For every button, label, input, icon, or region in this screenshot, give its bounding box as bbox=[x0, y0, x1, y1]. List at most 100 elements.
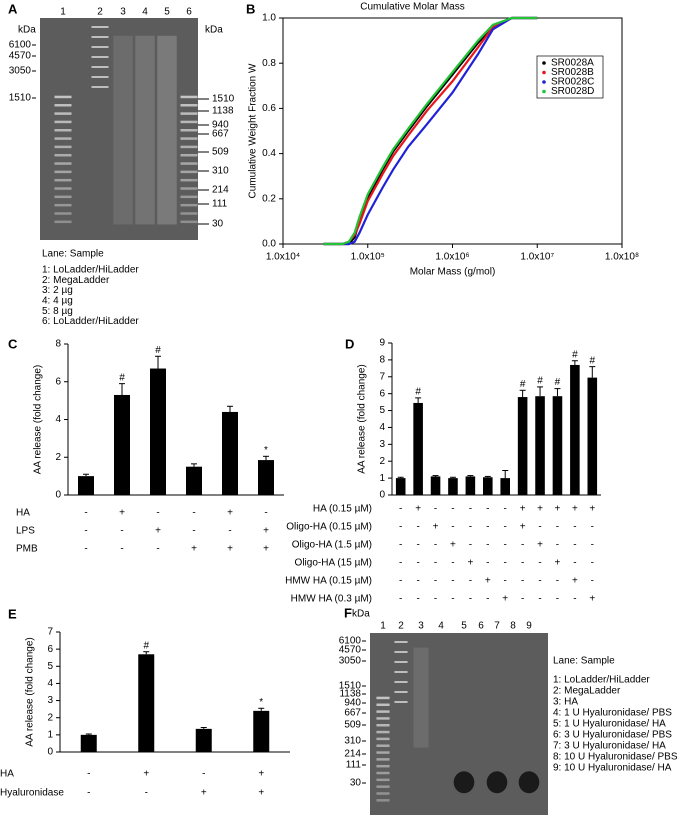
y-tick-label: 7 bbox=[47, 627, 53, 638]
significance-mark: # bbox=[520, 379, 526, 390]
kda-marker: 4570 bbox=[9, 51, 32, 62]
panel-label: E bbox=[8, 606, 17, 621]
y-tick-label: 5 bbox=[379, 405, 385, 416]
condition-sign: + bbox=[572, 576, 578, 587]
lane-key-item: 4: 4 µg bbox=[42, 296, 73, 307]
gel-band bbox=[180, 112, 198, 115]
condition-sign: - bbox=[87, 769, 90, 780]
kda-marker: 1138 bbox=[339, 689, 361, 700]
condition-sign: - bbox=[399, 576, 402, 587]
condition-sign: - bbox=[399, 522, 402, 533]
gel-band bbox=[54, 220, 72, 224]
condition-sign: - bbox=[145, 788, 148, 799]
condition-name: Oligo-HA (1.5 µM) bbox=[292, 540, 372, 551]
legend-label: SR0028B bbox=[551, 67, 594, 78]
gel-band bbox=[180, 145, 198, 149]
gel-band bbox=[54, 195, 72, 199]
condition-sign: + bbox=[263, 544, 269, 555]
kda-marker: 940 bbox=[344, 698, 361, 709]
condition-sign: + bbox=[258, 788, 264, 799]
kda-marker: 3050 bbox=[339, 656, 362, 667]
kda-marker: 940 bbox=[212, 120, 229, 131]
kda-marker: 1510 bbox=[9, 93, 32, 104]
lane-number: 7 bbox=[494, 621, 500, 632]
condition-sign: - bbox=[504, 522, 507, 533]
panel-label: D bbox=[345, 336, 354, 351]
gel-band bbox=[180, 162, 198, 165]
gel-smear bbox=[413, 647, 429, 748]
y-tick-label: 2 bbox=[55, 452, 61, 463]
condition-name: PMB bbox=[16, 544, 38, 555]
line-series bbox=[323, 16, 538, 246]
condition-name: LPS bbox=[16, 526, 35, 537]
gel-band bbox=[376, 785, 390, 788]
significance-mark: # bbox=[415, 387, 421, 398]
condition-sign: - bbox=[556, 522, 559, 533]
condition-sign: - bbox=[399, 504, 402, 515]
lane-key-item: 6: 3 U Hyaluronidase/ PBS bbox=[553, 730, 672, 741]
kda-marker: 30 bbox=[212, 219, 224, 230]
condition-sign: - bbox=[156, 544, 159, 555]
kda-unit: kDa bbox=[352, 609, 370, 620]
bar bbox=[448, 478, 458, 495]
bar bbox=[535, 396, 545, 495]
condition-sign: + bbox=[119, 508, 125, 519]
significance-mark: # bbox=[537, 376, 543, 387]
x-tick-label: 1.0x10⁸ bbox=[605, 252, 639, 263]
gel-band bbox=[91, 86, 109, 88]
condition-sign: - bbox=[399, 558, 402, 569]
lane-key-item: 2: MegaLadder bbox=[553, 686, 621, 697]
condition-sign: - bbox=[556, 594, 559, 605]
condition-sign: - bbox=[573, 522, 576, 533]
condition-sign: - bbox=[416, 576, 419, 587]
gel-band bbox=[394, 691, 408, 693]
gel-band bbox=[180, 212, 198, 215]
gel-band bbox=[54, 112, 72, 115]
y-tick-label: 2 bbox=[379, 456, 385, 467]
bar bbox=[222, 411, 238, 495]
condition-sign: + bbox=[520, 522, 526, 533]
gel-band bbox=[518, 771, 540, 794]
gel-smear bbox=[135, 35, 155, 225]
y-tick-label: 0.6 bbox=[262, 103, 276, 114]
kda-marker: 509 bbox=[212, 147, 229, 158]
lane-key-title: Lane: Sample bbox=[553, 656, 615, 667]
kda-marker: 667 bbox=[212, 129, 229, 140]
y-tick-label: 0.2 bbox=[262, 193, 276, 204]
gel-band bbox=[180, 129, 198, 132]
kda-marker: 4570 bbox=[339, 645, 362, 656]
y-tick-label: 6 bbox=[55, 376, 61, 387]
condition-sign: - bbox=[469, 540, 472, 551]
gel-band bbox=[376, 751, 390, 754]
condition-sign: - bbox=[416, 522, 419, 533]
y-tick-label: 9 bbox=[379, 338, 385, 349]
condition-sign: - bbox=[434, 504, 437, 515]
kda-marker: 3050 bbox=[9, 66, 32, 77]
bar bbox=[80, 734, 97, 752]
y-tick-label: 2 bbox=[47, 712, 53, 723]
y-tick-label: 0.0 bbox=[262, 239, 276, 250]
gel-band bbox=[180, 153, 198, 157]
legend-box bbox=[536, 55, 604, 99]
condition-sign: - bbox=[192, 508, 195, 519]
condition-name: Oligo-HA (15 µM) bbox=[295, 558, 372, 569]
gel-band bbox=[54, 95, 72, 99]
bar bbox=[430, 476, 441, 495]
lane-number: 4 bbox=[438, 621, 444, 632]
condition-sign: + bbox=[572, 504, 578, 515]
bar bbox=[517, 397, 528, 495]
condition-sign: - bbox=[399, 540, 402, 551]
significance-mark: * bbox=[264, 445, 268, 456]
lane-number: 4 bbox=[142, 7, 148, 18]
lane-number: 5 bbox=[164, 7, 170, 18]
bar bbox=[587, 377, 598, 495]
kda-marker: 667 bbox=[344, 708, 361, 719]
condition-sign: - bbox=[573, 558, 576, 569]
condition-name: HA (0.15 µM) bbox=[313, 504, 372, 515]
condition-sign: - bbox=[469, 576, 472, 587]
lane-number: 3 bbox=[418, 621, 424, 632]
kda-unit: kDa bbox=[18, 25, 36, 36]
bar bbox=[395, 478, 406, 495]
condition-sign: - bbox=[486, 540, 489, 551]
legend-marker bbox=[542, 61, 546, 65]
